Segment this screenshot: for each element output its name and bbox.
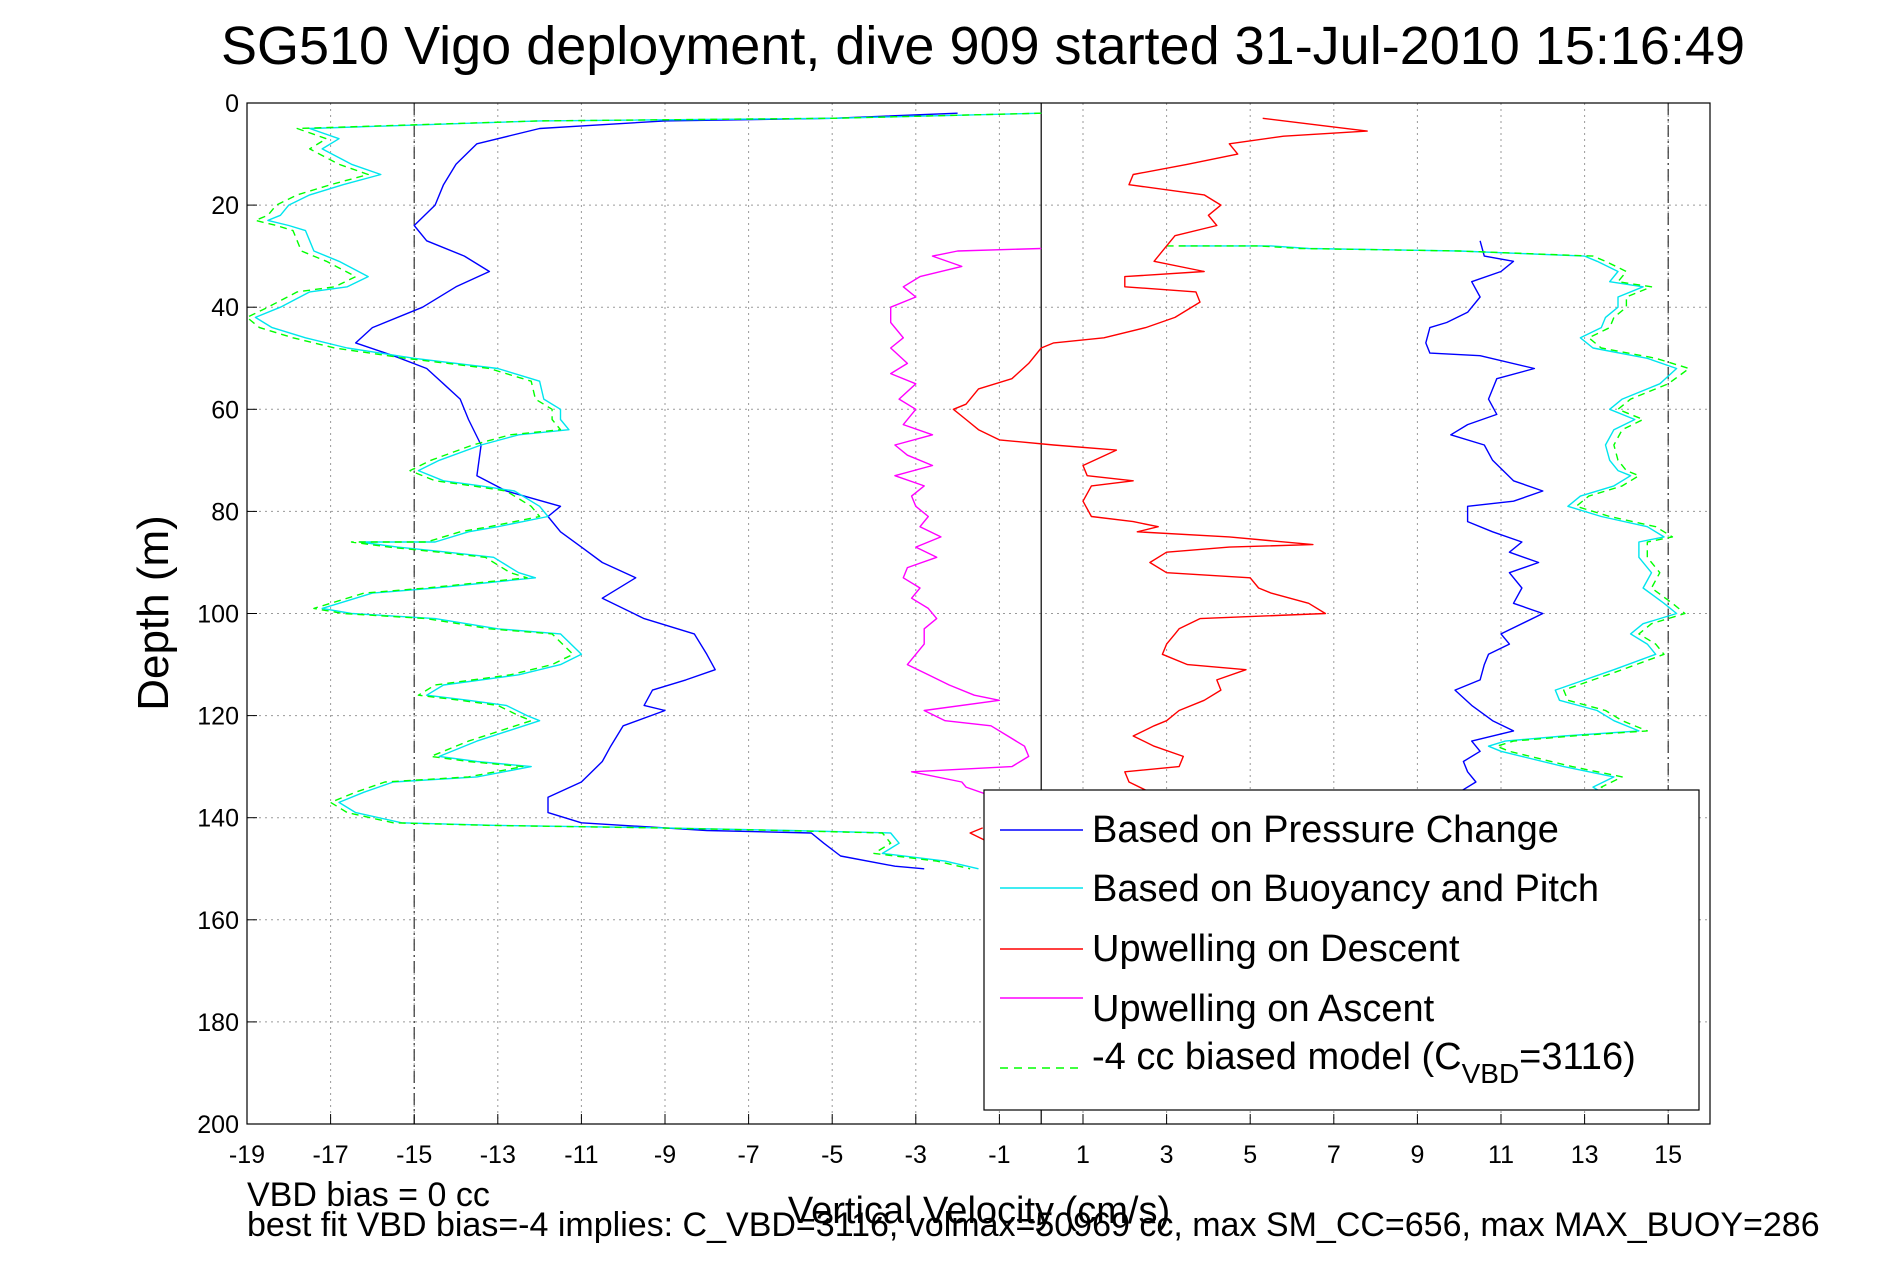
legend-box — [983, 789, 1700, 1111]
series-line-4-cc-biased-model-2 — [1166, 245, 1690, 804]
chart-title: SG510 Vigo deployment, dive 909 started … — [221, 16, 1745, 76]
x-tick-label: -1 — [988, 1141, 1010, 1169]
x-axis-label: Vertical Velocity (cm/s) — [788, 1190, 1170, 1232]
footer-line-2: best fit VBD bias=-4 implies: C_VBD=3116… — [247, 1206, 1820, 1244]
series-line-upwelling-on-descent-1 — [952, 117, 1368, 803]
y-tick-label: 140 — [197, 805, 239, 833]
x-tick-label: -9 — [654, 1141, 676, 1169]
y-tick-label: 60 — [211, 396, 239, 424]
legend-label-biased-model: -4 cc biased model (CVBD=3116) — [1092, 1036, 1636, 1089]
axis-ticks: -19 -17 -15 -13 -11 -9 -7 -5 -3 -1 1 3 5 7 9 11 13 150204… — [197, 90, 1682, 1169]
x-tick-label: 7 — [1327, 1141, 1341, 1169]
series-line-based-on-pressure-change-2 — [1425, 240, 1544, 803]
legend-label-biased-prefix: -4 cc biased model (C — [1092, 1036, 1462, 1078]
x-tick-label: 11 — [1488, 1141, 1514, 1169]
legend-label-descent: Upwelling on Descent — [1092, 928, 1460, 970]
x-tick-label: -19 — [229, 1141, 265, 1169]
x-tick-label: 5 — [1243, 1141, 1257, 1169]
legend-label-buoyancy: Based on Buoyancy and Pitch — [1092, 868, 1599, 910]
x-tick-label: -3 — [905, 1141, 927, 1169]
series-line-4-cc-biased-model-1 — [246, 112, 1042, 870]
x-tick-label: -5 — [821, 1141, 843, 1169]
series-group — [246, 112, 1690, 870]
series-line-based-on-buoyancy-and-pitch-2 — [1179, 245, 1678, 804]
y-tick-label: 80 — [211, 498, 239, 526]
y-tick-label: 200 — [197, 1111, 239, 1139]
x-tick-label: 1 — [1076, 1141, 1090, 1169]
y-tick-label: 160 — [197, 907, 239, 935]
x-tick-label: -13 — [480, 1141, 516, 1169]
series-line-based-on-buoyancy-and-pitch-1 — [254, 112, 1042, 870]
x-tick-label: -15 — [396, 1141, 432, 1169]
x-tick-label: 15 — [1654, 1141, 1682, 1169]
legend: Based on Pressure Change Based on Buoyan… — [983, 789, 1700, 1111]
x-tick-label: -7 — [737, 1141, 759, 1169]
y-tick-label: 180 — [197, 1009, 239, 1037]
series-line-upwelling-on-ascent-1 — [890, 247, 1042, 803]
series-line-based-on-pressure-change-1 — [355, 112, 958, 870]
y-tick-label: 100 — [197, 601, 239, 629]
x-tick-label: 13 — [1571, 1141, 1599, 1169]
y-tick-label: 20 — [211, 192, 239, 220]
legend-label-biased-sub: VBD — [1462, 1058, 1520, 1089]
legend-label-biased-suffix: =3116) — [1519, 1036, 1636, 1078]
footer-line-1: VBD bias = 0 cc — [247, 1176, 490, 1214]
x-tick-label: -11 — [564, 1141, 598, 1169]
x-tick-label: 3 — [1160, 1141, 1174, 1169]
y-tick-label: 40 — [211, 294, 239, 322]
legend-label-ascent: Upwelling on Ascent — [1092, 988, 1435, 1030]
y-axis-label: Depth (m) — [129, 515, 178, 711]
legend-label-pressure: Based on Pressure Change — [1092, 809, 1559, 851]
x-tick-label: 9 — [1410, 1141, 1424, 1169]
y-tick-label: 120 — [197, 703, 239, 731]
y-tick-label: 0 — [225, 90, 239, 118]
x-tick-label: -17 — [313, 1141, 349, 1169]
